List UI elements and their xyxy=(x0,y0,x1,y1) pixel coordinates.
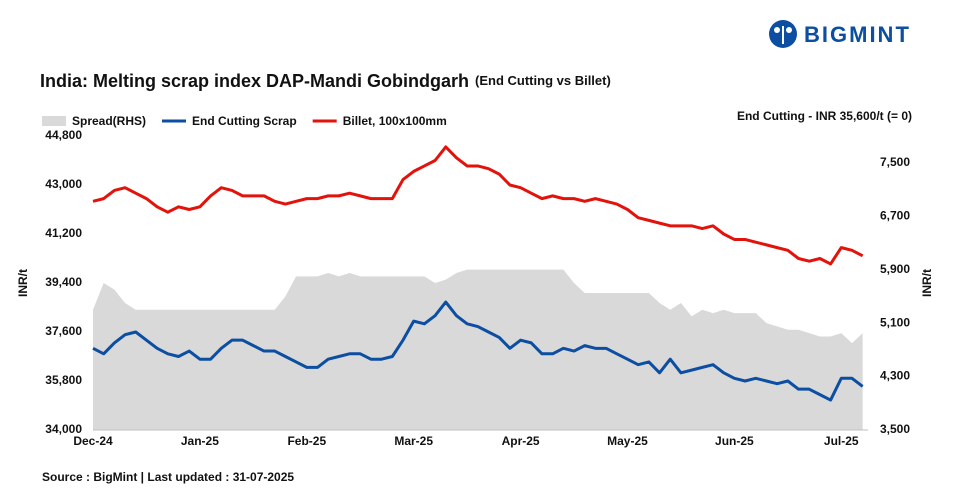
line xyxy=(92,145,864,266)
annotation: End Cutting - INR 35,600/t (= 0) xyxy=(737,109,912,123)
x-tick-label: May-25 xyxy=(607,434,648,448)
legend-label: Billet, 100x100mm xyxy=(343,114,447,128)
y2-tick-label: 5,100 xyxy=(880,315,910,329)
y-axis-label: INR/t xyxy=(16,269,30,297)
logo-text: BIGMINT xyxy=(804,22,911,47)
y2-tick-label: 3,500 xyxy=(880,422,910,436)
y2-tick-label: 7,500 xyxy=(880,155,910,169)
y2-tick-label: 6,700 xyxy=(880,208,910,222)
subtitle: (End Cutting vs Billet) xyxy=(475,73,611,88)
logo-icon-dot xyxy=(786,27,792,33)
x-tick-label: Jan-25 xyxy=(181,434,219,448)
y-tick-label: 39,400 xyxy=(45,275,82,289)
y-tick-label: 41,200 xyxy=(45,226,82,240)
legend-swatch xyxy=(42,116,66,126)
x-tick-label: Jul-25 xyxy=(824,434,859,448)
logo: BIGMINT xyxy=(769,20,911,48)
x-tick-label: Dec-24 xyxy=(73,434,113,448)
logo-icon-bar xyxy=(782,26,784,44)
title: India: Melting scrap index DAP-Mandi Gob… xyxy=(40,71,469,91)
y-tick-label: 35,800 xyxy=(45,373,82,387)
logo-icon-dot xyxy=(774,27,780,33)
y-tick-label: 44,800 xyxy=(45,128,82,142)
x-tick-label: Feb-25 xyxy=(287,434,326,448)
x-tick-label: Mar-25 xyxy=(394,434,433,448)
source: Source : BigMint | Last updated : 31-07-… xyxy=(42,470,294,484)
y-tick-label: 37,600 xyxy=(45,324,82,338)
spread-area xyxy=(93,269,863,430)
y-tick-label: 43,000 xyxy=(45,177,82,191)
x-tick-label: Jun-25 xyxy=(715,434,754,448)
legend-label: End Cutting Scrap xyxy=(192,114,297,128)
chart-title: India: Melting scrap index DAP-Mandi Gob… xyxy=(40,71,611,91)
y-tick-label: 34,000 xyxy=(45,422,82,436)
y2-tick-label: 4,300 xyxy=(880,369,910,383)
x-tick-label: Apr-25 xyxy=(502,434,540,448)
legend-label: Spread(RHS) xyxy=(72,114,146,128)
y2-axis-label: INR/t xyxy=(920,269,934,297)
y2-tick-label: 5,900 xyxy=(880,262,910,276)
line xyxy=(92,300,864,402)
